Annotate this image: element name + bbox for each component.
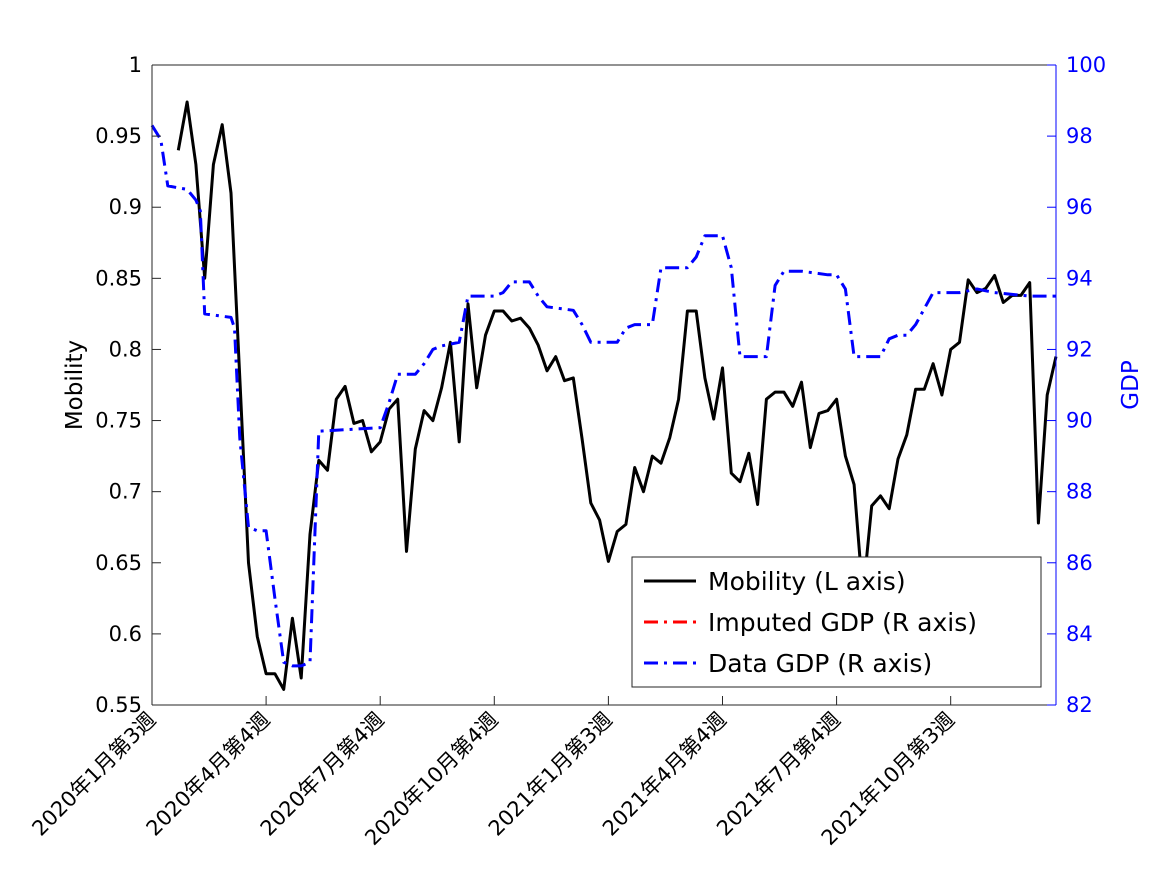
right-tick-label: 100 (1066, 53, 1106, 77)
legend-box (631, 556, 1042, 688)
legend-label: Imputed GDP (R axis) (708, 608, 977, 637)
right-tick-label: 92 (1066, 337, 1093, 361)
right-tick-label: 88 (1066, 480, 1093, 504)
left-tick-label: 0.8 (109, 337, 142, 361)
left-tick-label: 1 (129, 53, 142, 77)
legend-label: Data GDP (R axis) (708, 649, 932, 678)
left-tick-label: 0.65 (95, 551, 142, 575)
series-layer (150, 100, 1058, 691)
chart-legend: Mobility (L axis) Imputed GDP (R axis) Dat… (631, 556, 1042, 688)
right-tick-label: 98 (1066, 124, 1093, 148)
left-tick-label: 0.75 (95, 409, 142, 433)
left-tick-label: 0.6 (109, 622, 142, 646)
legend-label: Mobility (L axis) (708, 567, 906, 596)
right-axis-title: GDP (1118, 360, 1144, 410)
series-line-0 (176, 100, 1058, 691)
left-tick-label: 0.9 (109, 195, 142, 219)
right-tick-label: 84 (1066, 622, 1093, 646)
left-tick-label: 0.85 (95, 266, 142, 290)
right-tick-label: 86 (1066, 551, 1093, 575)
right-tick-label: 82 (1066, 693, 1093, 717)
series-line-2 (150, 124, 1056, 668)
left-axis-title: Mobility (62, 340, 88, 430)
left-tick-label: 0.55 (95, 693, 142, 717)
right-tick-label: 94 (1066, 266, 1093, 290)
left-tick-label: 0.7 (109, 480, 142, 504)
left-tick-label: 0.95 (95, 124, 142, 148)
right-tick-label: 90 (1066, 409, 1093, 433)
right-tick-label: 96 (1066, 195, 1093, 219)
